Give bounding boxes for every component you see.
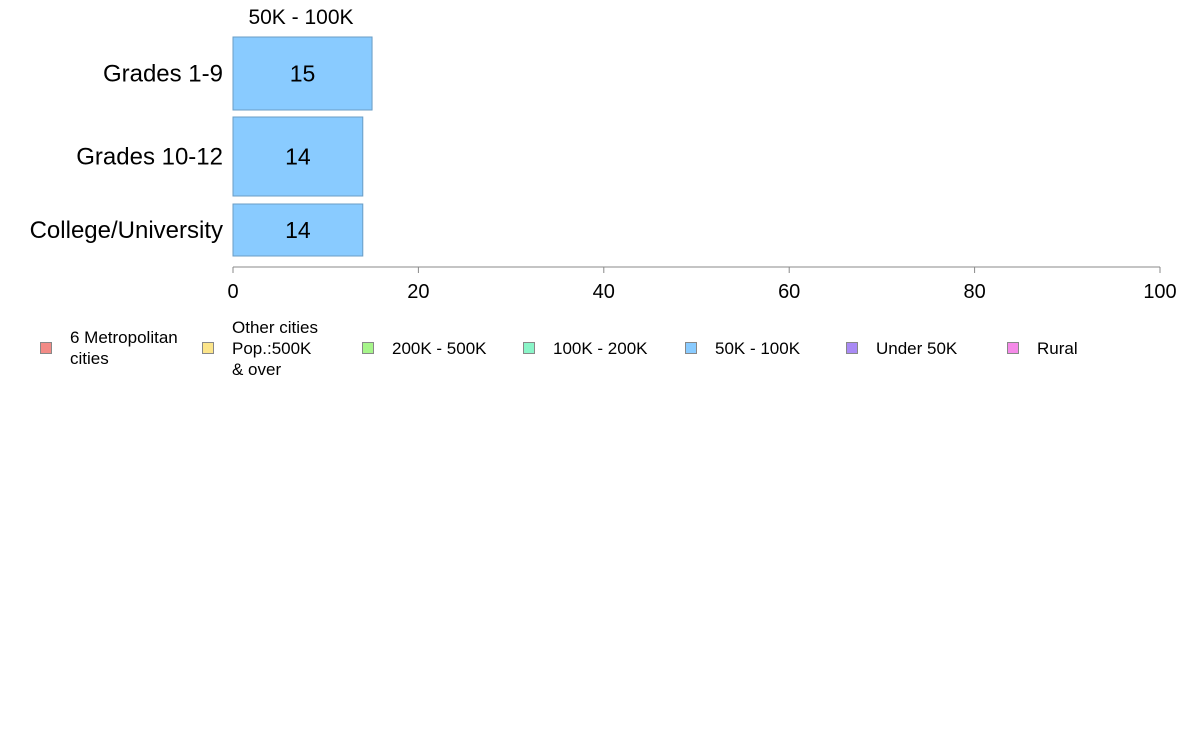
legend-label: Rural [1037,338,1078,358]
legend-item: 50K - 100K [685,316,800,380]
legend-swatch [1007,342,1019,354]
legend-swatch [685,342,697,354]
x-tick-label: 100 [1143,281,1176,300]
legend: 6 Metropolitan cities Other cities Pop.:5… [0,316,1188,386]
legend-item: Under 50K [846,316,957,380]
legend-label: 50K - 100K [715,338,801,358]
bar-value-label: 14 [285,144,311,170]
bar-2 [232,116,364,197]
bar-chart: 50K - 100K 15 Grades 1-9 14 Grades 10-12 14 C… [30,6,1177,300]
legend-item: Rural [1007,316,1078,380]
x-tick-label: 40 [593,281,615,300]
legend-swatch [202,342,214,354]
x-tick-label: 20 [407,281,429,300]
category-label: Grades 10-12 [76,144,223,171]
legend-item: 100K - 200K [523,316,648,380]
x-tick-label: 0 [227,281,238,300]
bar-value-label: 14 [285,217,311,243]
legend-swatch [40,342,52,354]
legend-label: 6 Metropolitan cities [70,328,178,368]
x-tick-label: 60 [778,281,800,300]
legend-label: 100K - 200K [553,338,648,358]
legend-label: Other cities Pop.:500K & over [232,317,318,379]
panel-title: 50K - 100K [248,6,353,29]
category-label: Grades 1-9 [103,61,223,88]
legend-label: 200K - 500K [392,338,487,358]
bars-layer: 15 Grades 1-9 14 Grades 10-12 14 College/Univ… [30,36,373,257]
x-tick-label: 80 [963,281,985,300]
bar-value-label: 15 [290,61,316,87]
legend-swatch [846,342,858,354]
x-axis: 0 20 40 60 80 100 [227,266,1177,300]
category-label: College/University [30,217,223,244]
legend-item: 6 Metropolitan cities [40,316,178,380]
legend-label: Under 50K [876,338,958,358]
bar-3 [232,203,364,257]
legend-item: 200K - 500K [362,316,487,380]
legend-swatch [362,342,374,354]
legend-swatch [523,342,535,354]
legend-item: Other cities Pop.:500K & over [202,316,318,380]
bar-1 [232,36,373,111]
